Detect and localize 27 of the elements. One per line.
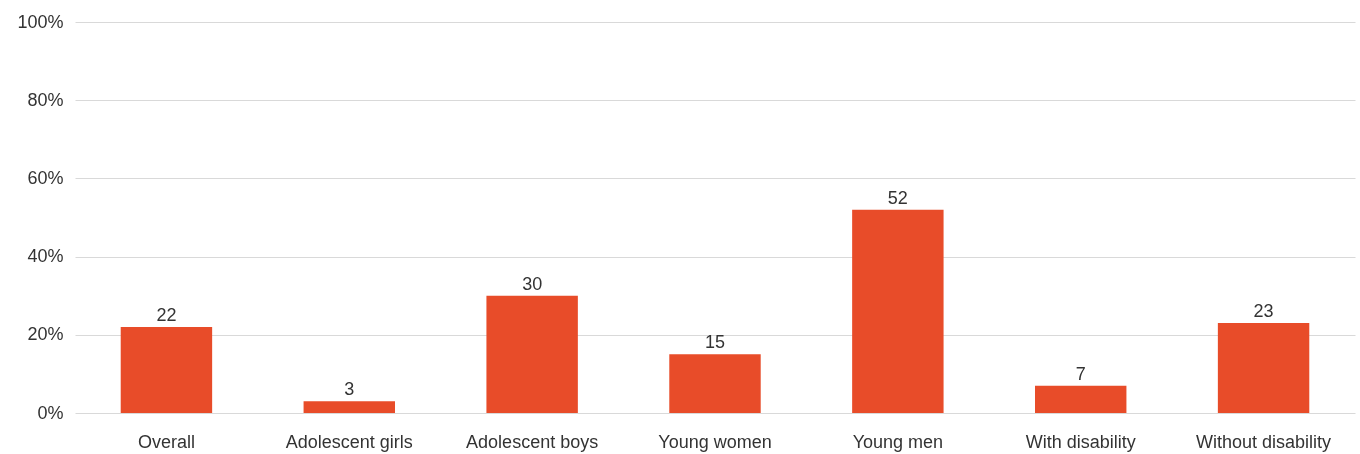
data-label: 22 [156, 304, 177, 325]
bar [120, 326, 213, 413]
y-tick-label: 0% [37, 402, 64, 423]
bar [303, 401, 395, 413]
bar [1217, 323, 1310, 413]
x-tick-label: Adolescent girls [285, 431, 413, 452]
x-tick-label: With disability [1025, 431, 1136, 452]
x-tick-label: Adolescent boys [466, 431, 599, 452]
data-label: 15 [704, 332, 726, 353]
x-tick-label: Overall [137, 431, 195, 452]
bar [669, 354, 761, 413]
x-tick-label: Without disability [1196, 431, 1332, 452]
data-label: 3 [344, 379, 355, 400]
y-tick-label: 40% [27, 246, 64, 267]
x-tick-label: Young women [658, 431, 772, 452]
bar [852, 209, 944, 413]
y-tick-label: 60% [27, 167, 64, 188]
data-label: 52 [887, 187, 908, 208]
y-tick-label: 80% [27, 89, 64, 110]
data-label: 30 [522, 273, 543, 294]
bar [1035, 385, 1127, 413]
data-label: 23 [1253, 301, 1274, 322]
bar [486, 295, 578, 413]
data-label: 7 [1075, 363, 1086, 384]
x-tick-label: Young men [852, 431, 944, 452]
y-tick-label: 20% [27, 324, 64, 345]
y-tick-label: 100% [17, 11, 64, 32]
